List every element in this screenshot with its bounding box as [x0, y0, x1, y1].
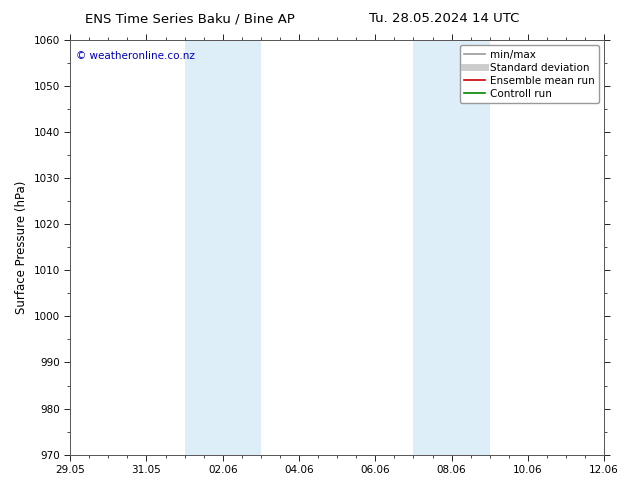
Legend: min/max, Standard deviation, Ensemble mean run, Controll run: min/max, Standard deviation, Ensemble me…	[460, 46, 599, 103]
Text: ENS Time Series Baku / Bine AP: ENS Time Series Baku / Bine AP	[85, 12, 295, 25]
Bar	[184, 40, 261, 455]
Bar	[413, 40, 489, 455]
Text: Tu. 28.05.2024 14 UTC: Tu. 28.05.2024 14 UTC	[368, 12, 519, 25]
Text: © weatheronline.co.nz: © weatheronline.co.nz	[75, 50, 195, 61]
Y-axis label: Surface Pressure (hPa): Surface Pressure (hPa)	[15, 181, 28, 314]
